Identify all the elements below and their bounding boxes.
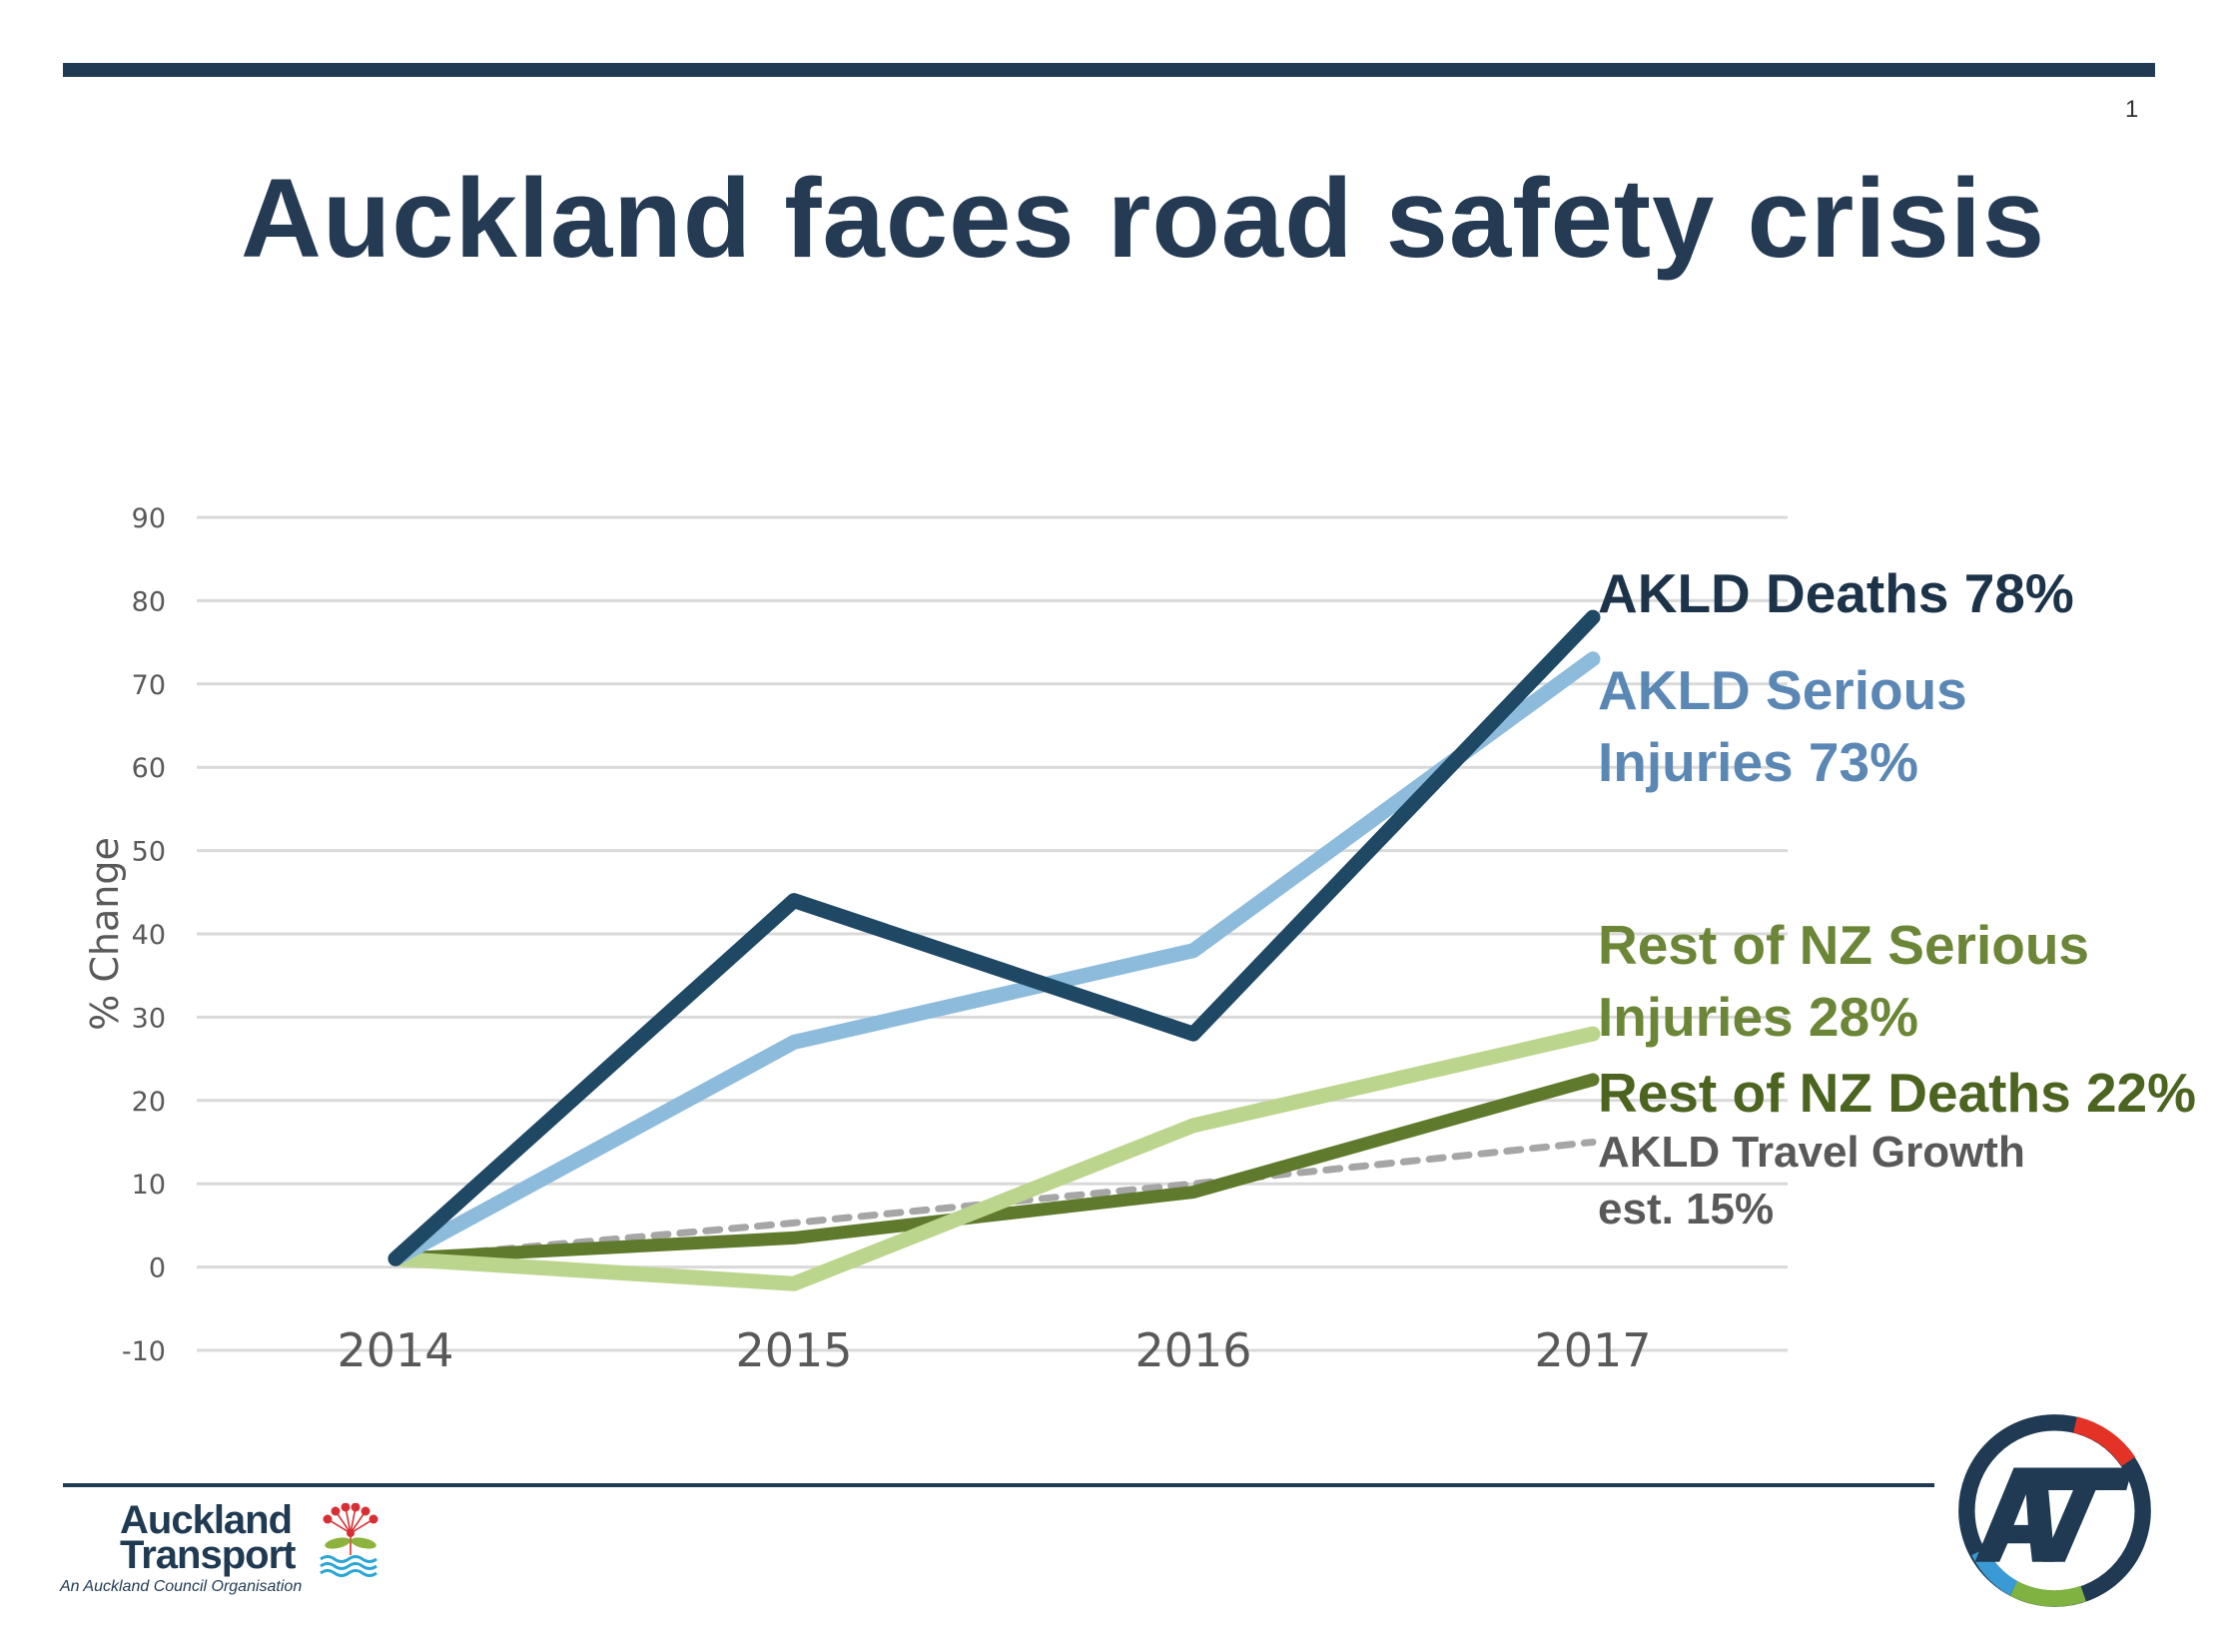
series-label: AKLD Deaths 78% bbox=[1598, 562, 2074, 624]
y-tick-label: 10 bbox=[132, 1170, 166, 1201]
series-label: Injuries 73% bbox=[1598, 731, 1918, 793]
series-label: Rest of NZ Serious bbox=[1598, 914, 2089, 976]
brand-wordmark-line1: Auckland bbox=[120, 1498, 293, 1542]
y-tick-label: 60 bbox=[132, 753, 166, 784]
brand-wordmark-line2: Transport bbox=[120, 1533, 296, 1577]
y-tick-label: -10 bbox=[122, 1336, 166, 1367]
y-tick-labels: 90 80 70 60 50 40 30 20 10 0 -10 bbox=[122, 503, 166, 1367]
y-axis-title: % Change bbox=[83, 837, 127, 1031]
at-logo-icon bbox=[1958, 1414, 2151, 1607]
x-tick-labels: 2014 2015 2016 2017 bbox=[337, 1323, 1651, 1377]
x-tick-label: 2014 bbox=[337, 1323, 453, 1377]
series-label: Injuries 28% bbox=[1598, 986, 1918, 1048]
y-tick-label: 30 bbox=[132, 1003, 166, 1034]
series-label: est. 15% bbox=[1598, 1185, 1774, 1234]
gridlines bbox=[197, 515, 1788, 1352]
page-number: 1 bbox=[2125, 96, 2139, 123]
pohutukawa-flower-icon bbox=[320, 1503, 378, 1577]
series-label: AKLD Serious bbox=[1598, 659, 1967, 721]
brand-subtitle: An Auckland Council Organisation bbox=[60, 1578, 303, 1595]
footer-rule bbox=[63, 1483, 1934, 1487]
series-line-akld-serious-injuries bbox=[387, 651, 1601, 1266]
y-tick-label: 90 bbox=[132, 503, 166, 534]
series-label: AKLD Travel Growth bbox=[1598, 1128, 2025, 1177]
y-tick-label: 80 bbox=[132, 586, 166, 617]
y-tick-label: 70 bbox=[132, 670, 166, 701]
series-labels: AKLD Deaths 78% AKLD Serious Injuries 73% R… bbox=[1598, 562, 2196, 1234]
series-line-rest-of-nz-serious-injuries bbox=[387, 1026, 1601, 1291]
x-tick-label: 2016 bbox=[1134, 1323, 1251, 1377]
header-rule bbox=[63, 63, 2155, 77]
y-tick-label: 50 bbox=[132, 837, 166, 868]
series-label: Rest of NZ Deaths 22% bbox=[1598, 1062, 2196, 1124]
series-line-rest-of-nz-deaths bbox=[388, 1073, 1600, 1265]
series-line-akld-deaths bbox=[387, 609, 1601, 1266]
x-tick-label: 2015 bbox=[735, 1323, 852, 1377]
slide-title: Auckland faces road safety crisis bbox=[241, 156, 2046, 281]
y-tick-label: 40 bbox=[132, 920, 166, 951]
y-tick-label: 20 bbox=[132, 1087, 166, 1118]
series-lines bbox=[387, 609, 1601, 1291]
x-tick-label: 2017 bbox=[1534, 1323, 1651, 1377]
y-tick-label: 0 bbox=[149, 1253, 166, 1284]
